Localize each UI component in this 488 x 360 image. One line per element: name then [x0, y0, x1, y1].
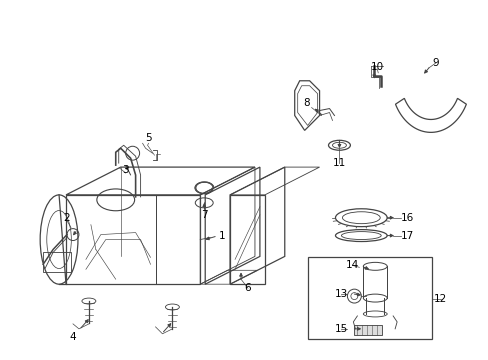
Text: 16: 16	[400, 213, 413, 223]
Text: 5: 5	[145, 133, 152, 143]
Text: 3: 3	[122, 165, 129, 175]
Text: 12: 12	[433, 294, 447, 304]
Text: 13: 13	[334, 289, 347, 299]
Bar	[354, 325, 382, 335]
Text: 8: 8	[303, 98, 309, 108]
Text: 2: 2	[63, 213, 70, 223]
Text: 17: 17	[400, 230, 413, 240]
Bar	[307, 257, 431, 339]
Text: 11: 11	[332, 158, 346, 168]
Text: 6: 6	[244, 283, 251, 293]
Text: 10: 10	[370, 62, 383, 72]
Text: 15: 15	[334, 324, 347, 334]
Text: 14: 14	[345, 260, 358, 270]
Text: 1: 1	[218, 230, 225, 240]
Text: 9: 9	[432, 58, 438, 68]
Text: 4: 4	[69, 332, 76, 342]
Text: 7: 7	[201, 210, 207, 220]
